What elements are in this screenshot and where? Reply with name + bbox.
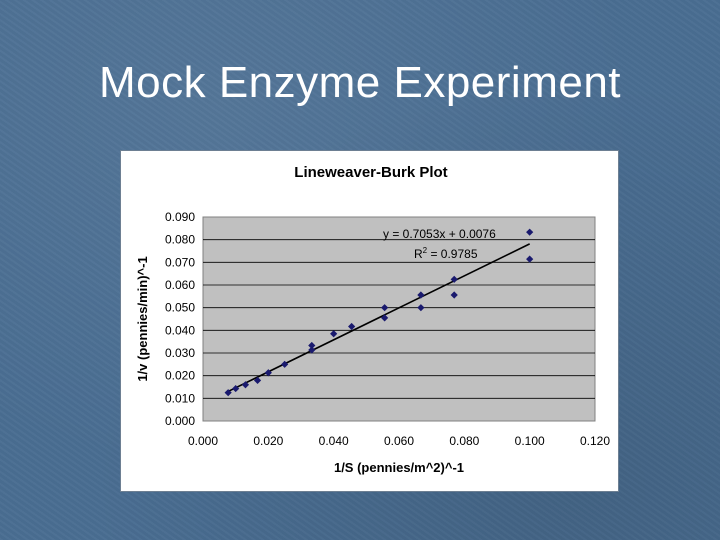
data-point xyxy=(526,255,534,263)
data-point xyxy=(417,291,425,299)
x-axis-label: 1/S (pennies/m^2)^-1 xyxy=(334,460,464,475)
slide-title: Mock Enzyme Experiment xyxy=(98,58,622,107)
r-squared-superscript: 2 xyxy=(423,246,428,255)
x-tick-labels: 0.000 0.020 0.040 0.060 0.080 0.100 0.120 xyxy=(188,434,610,448)
y-tick-label: 0.000 xyxy=(165,414,195,428)
data-point xyxy=(330,330,338,338)
y-axis-label: 1/v (pennies/min)^-1 xyxy=(135,256,150,381)
r-squared-label: R2 = 0.9785 xyxy=(414,246,478,261)
plot-area xyxy=(202,216,596,422)
x-tick-label: 0.040 xyxy=(319,434,349,448)
x-tick-label: 0.020 xyxy=(253,434,283,448)
x-tick-label: 0.000 xyxy=(188,434,218,448)
r-squared-value: = 0.9785 xyxy=(427,247,478,261)
y-tick-label: 0.030 xyxy=(165,346,195,360)
chart-container: Lineweaver-Burk Plot 0.000 0.010 0.020 0.03… xyxy=(120,150,619,492)
y-tick-labels: 0.000 0.010 0.020 0.030 0.040 0.050 0.060 0.070… xyxy=(165,210,195,428)
y-tick-label: 0.020 xyxy=(165,369,195,383)
y-tick-label: 0.050 xyxy=(165,301,195,315)
x-tick-label: 0.060 xyxy=(384,434,414,448)
trendline xyxy=(227,243,531,393)
y-tick-label: 0.080 xyxy=(165,233,195,247)
y-tick-label: 0.090 xyxy=(165,210,195,224)
lineweaver-burk-chart: Lineweaver-Burk Plot 0.000 0.010 0.020 0.03… xyxy=(135,164,610,475)
data-point xyxy=(526,228,534,236)
data-point xyxy=(450,291,458,299)
y-tick-label: 0.060 xyxy=(165,278,195,292)
data-point xyxy=(232,384,240,393)
x-tick-label: 0.120 xyxy=(580,434,610,448)
y-tick-label: 0.040 xyxy=(165,323,195,337)
x-tick-label: 0.100 xyxy=(515,434,545,448)
y-tick-label: 0.070 xyxy=(165,255,195,269)
chart-title: Lineweaver-Burk Plot xyxy=(294,164,447,181)
trendline-equation: y = 0.7053x + 0.0076 xyxy=(383,227,496,241)
r-squared-prefix: R xyxy=(414,247,423,261)
x-tick-label: 0.080 xyxy=(449,434,479,448)
y-tick-label: 0.010 xyxy=(165,391,195,405)
data-point xyxy=(241,381,250,389)
